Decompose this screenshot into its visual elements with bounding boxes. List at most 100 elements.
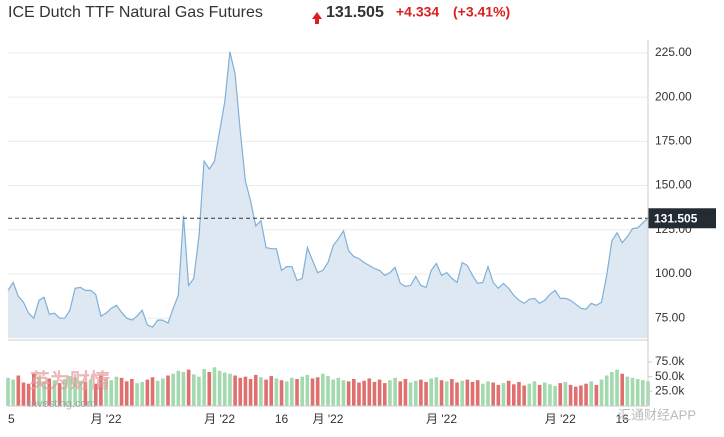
volume-bar	[104, 378, 108, 406]
volume-bar	[372, 381, 377, 406]
volume-bar	[610, 371, 614, 406]
x-tick-label: 5	[8, 412, 15, 426]
volume-bar	[630, 377, 635, 406]
x-tick-label: 月 '22	[91, 412, 122, 426]
y-tick-label: 75.00	[655, 310, 685, 324]
volume-bar	[62, 379, 67, 406]
volume-bar	[573, 386, 578, 406]
change: +4.334	[396, 4, 439, 20]
volume-bar	[253, 374, 258, 406]
volume-bar	[506, 380, 511, 406]
volume-bar	[641, 380, 645, 406]
volume-bar	[496, 384, 501, 406]
volume-bar	[625, 376, 630, 406]
y-tick-label: 175.00	[655, 134, 692, 148]
volume-bar	[491, 382, 495, 406]
volume-bar	[88, 379, 93, 406]
price-line	[7, 51, 649, 328]
volume-bar	[310, 378, 315, 406]
volume-bar	[403, 379, 408, 406]
volume-bar	[171, 373, 175, 406]
volume-bar	[305, 374, 310, 406]
volume-bar	[465, 379, 470, 406]
volume-bar	[336, 377, 341, 406]
volume-bar	[393, 377, 397, 406]
y-tick-label: 225.00	[655, 45, 692, 59]
volume-bar	[186, 369, 191, 406]
volume-bar	[166, 375, 170, 406]
volume-bar	[300, 376, 304, 406]
volume-bar	[635, 379, 640, 406]
area-fill	[8, 51, 648, 339]
watermark: 英为财情	[30, 368, 110, 392]
watermark: 汇通财经APP	[618, 407, 696, 422]
volume-bar	[377, 379, 382, 406]
volume-bar	[620, 373, 624, 406]
volume-bar	[228, 373, 232, 406]
price-tag-label: 131.505	[654, 211, 698, 225]
volume-bar	[202, 369, 206, 406]
volume-bar	[99, 375, 103, 406]
volume-bar	[460, 380, 464, 406]
volume-bar	[548, 384, 552, 406]
volume-bar	[192, 374, 196, 406]
price-tag	[648, 208, 716, 229]
volume-bar	[382, 383, 387, 406]
volume-bar	[295, 379, 299, 406]
x-tick-label: 16	[616, 412, 630, 426]
volume-bar	[145, 379, 150, 406]
volume-bar	[73, 377, 77, 406]
last-price: 131.505	[326, 4, 384, 21]
y-tick-label: 100.00	[655, 266, 692, 280]
volume-bar	[599, 379, 604, 406]
y-tick-label: 200.00	[655, 89, 692, 103]
volume-bar	[207, 371, 212, 406]
volume-bar	[553, 386, 557, 406]
volume-bar	[450, 379, 454, 406]
volume-bar	[150, 377, 155, 406]
volume-bar	[424, 381, 428, 406]
volume-bar	[47, 378, 52, 406]
volume-bar	[522, 385, 526, 406]
volume-bar	[135, 383, 139, 406]
volume-bar	[176, 370, 181, 406]
volume-bar	[6, 377, 10, 406]
volume-bar	[537, 384, 542, 406]
volume-bar	[238, 377, 243, 406]
volume-bar	[527, 383, 532, 406]
volume-bar	[130, 379, 134, 406]
volume-bar	[124, 381, 129, 406]
volume-bar	[197, 376, 201, 406]
volume-bar	[408, 382, 413, 406]
volume-bar	[279, 380, 284, 406]
x-tick-label: 月 '22	[426, 412, 457, 426]
volume-bar	[26, 383, 31, 406]
volume-bar	[321, 373, 325, 406]
volume-bar	[413, 380, 418, 406]
volume-bar	[615, 369, 619, 406]
volume-bar	[475, 380, 480, 406]
volume-bar	[37, 376, 41, 406]
volume-bar	[439, 380, 444, 406]
volume-bar	[501, 383, 506, 406]
volume-bar	[68, 376, 72, 406]
volume-bar	[284, 381, 289, 406]
volume-bar	[434, 377, 439, 406]
volume-bar	[315, 377, 320, 406]
volume-bar	[470, 381, 475, 406]
volume-bar	[21, 382, 26, 406]
volume-bar	[93, 383, 98, 406]
volume-bar	[16, 375, 21, 406]
volume-bar	[357, 382, 361, 406]
volume-bar	[352, 379, 356, 406]
volume-bar	[32, 373, 36, 406]
volume-bar	[264, 379, 268, 406]
volume-bar	[217, 370, 222, 406]
volume-bar	[331, 379, 335, 406]
volume-bar	[517, 381, 521, 406]
volume-bar	[429, 378, 434, 406]
volume-bar	[542, 382, 547, 406]
volume-bar	[243, 376, 248, 406]
volume-bar	[532, 381, 537, 406]
